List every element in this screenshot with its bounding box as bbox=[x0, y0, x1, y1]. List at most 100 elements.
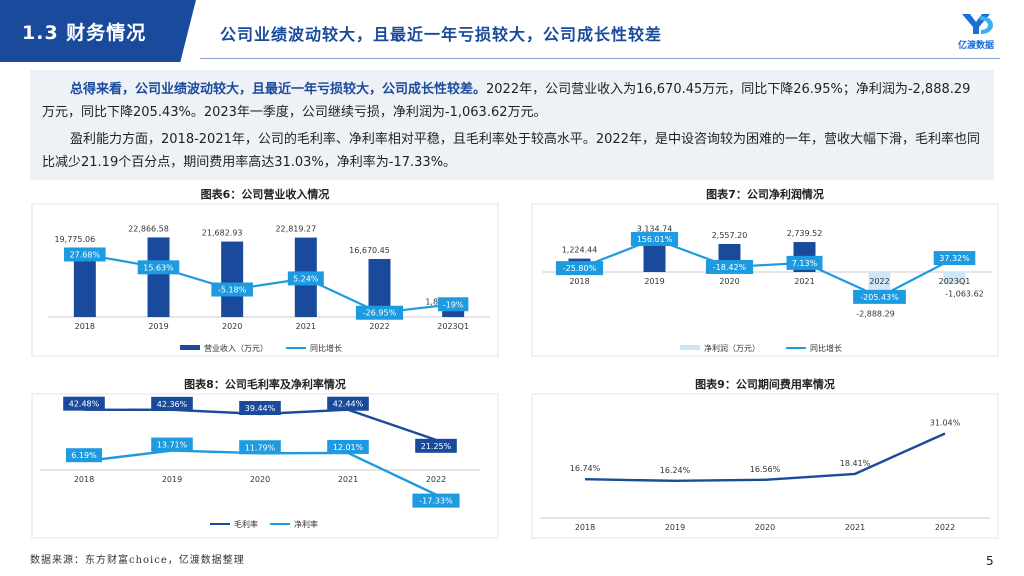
legend-revenue: 营业收入（万元） bbox=[204, 343, 268, 353]
growth-label-bg bbox=[933, 251, 976, 266]
growth-label-bg bbox=[786, 255, 823, 270]
series-label-bg bbox=[151, 437, 193, 452]
growth-label-bg bbox=[853, 289, 906, 304]
bar-label: 2,739.52 bbox=[787, 229, 823, 238]
bar-label: 22,819.27 bbox=[275, 225, 316, 234]
growth-label-bg bbox=[287, 271, 324, 286]
summary-text-1: 2022年，公司营业收入为16,670.45万元，同比下降26.95%；净利润为… bbox=[42, 82, 971, 120]
bar-label: 21,682.93 bbox=[202, 229, 243, 238]
header-divider bbox=[200, 58, 1000, 59]
x-tick-label: 2023Q1 bbox=[939, 277, 971, 286]
series-label: 12.01% bbox=[333, 443, 364, 452]
data-source-note: 数据来源：东方财富choice，亿渡数据整理 bbox=[30, 555, 245, 566]
x-tick-label: 2020 bbox=[755, 523, 775, 532]
bar-label: 2,557.20 bbox=[712, 231, 748, 240]
x-tick-label: 2018 bbox=[75, 322, 95, 331]
growth-label-bg bbox=[630, 232, 679, 247]
summary-highlight: 总得来看，公司业绩波动较大，且最近一年亏损较大，公司成长性较差。 bbox=[70, 82, 487, 97]
series-label: 42.36% bbox=[157, 400, 188, 409]
growth-label: 156.01% bbox=[637, 235, 673, 244]
bar bbox=[643, 237, 666, 272]
margins-chart-svg: 2018 2019 2020 2021 2022 42.48% 42.36% 39.44% 42… bbox=[31, 393, 499, 539]
series-label: 18.41% bbox=[840, 459, 871, 468]
x-tick-label: 2021 bbox=[845, 523, 865, 532]
series-label: 6.19% bbox=[71, 451, 97, 460]
x-tick-label: 2018 bbox=[575, 523, 595, 532]
x-tick-label: 2018 bbox=[569, 277, 589, 286]
page-number: 5 bbox=[986, 554, 994, 568]
x-tick-label: 2019 bbox=[148, 322, 168, 331]
series-label-bg bbox=[239, 440, 281, 455]
growth-label-bg bbox=[437, 297, 469, 312]
chart-net-profit: 图表7：公司净利润情况 1,224.44 2018 3,134.74 2019 2,55… bbox=[530, 186, 1000, 358]
series-label-bg bbox=[151, 396, 193, 411]
x-tick-label: 2019 bbox=[162, 475, 182, 484]
header: 1.3 财务情况 公司业绩波动较大，且最近一年亏损较大，公司成长性较差 亿渡数据 bbox=[0, 0, 1024, 62]
chart-revenue: 图表6：公司营业收入情况 19,775.06 2018 22,866.58 2019 2… bbox=[30, 186, 500, 358]
bar bbox=[943, 272, 966, 284]
series-line bbox=[83, 449, 437, 496]
series-line bbox=[584, 432, 946, 483]
summary-paragraph-1: 总得来看，公司业绩波动较大，且最近一年亏损较大，公司成长性较差。2022年，公司… bbox=[42, 78, 982, 124]
legend-net-margin: 净利率 bbox=[294, 519, 318, 529]
chart-expense-ratio: 图表9：公司期间费用率情况 2018 2019 2020 2021 2022 16.74%… bbox=[530, 376, 1000, 540]
growth-label-bg bbox=[705, 259, 754, 274]
logo: 亿渡数据 bbox=[952, 10, 1000, 54]
x-tick-label: 2020 bbox=[222, 322, 242, 331]
chart-title: 图表8：公司毛利率及净利率情况 bbox=[184, 378, 346, 391]
x-tick-label: 2018 bbox=[74, 475, 94, 484]
series-label: -17.33% bbox=[419, 497, 453, 506]
chart-title: 图表9：公司期间费用率情况 bbox=[695, 378, 835, 391]
section-label: 1.3 财务情况 bbox=[22, 22, 147, 44]
series-label: 42.48% bbox=[69, 400, 100, 409]
logo-text: 亿渡数据 bbox=[957, 41, 994, 51]
series-label-bg bbox=[327, 439, 369, 454]
x-tick-label: 2019 bbox=[665, 523, 685, 532]
growth-label: 15.63% bbox=[143, 263, 174, 272]
logo-icon bbox=[962, 14, 993, 34]
chart-frame bbox=[531, 203, 999, 357]
growth-label-bg bbox=[137, 260, 180, 275]
series-label: 21.25% bbox=[421, 442, 452, 451]
legend-net-profit: 净利润（万元） bbox=[704, 343, 760, 353]
legend-growth: 同比增长 bbox=[810, 343, 842, 353]
bar bbox=[221, 241, 244, 317]
growth-label: -5.18% bbox=[218, 286, 247, 295]
x-tick-label: 2022 bbox=[935, 523, 955, 532]
growth-line bbox=[579, 237, 956, 299]
chart-margins: 图表8：公司毛利率及净利率情况 2018 2019 2020 2021 2022 42.4… bbox=[30, 376, 500, 540]
x-tick-label: 2022 bbox=[869, 277, 889, 286]
series-label-bg bbox=[239, 400, 281, 415]
revenue-chart-svg: 19,775.06 2018 22,866.58 2019 21,682.93 2020 2… bbox=[31, 203, 499, 357]
series-label-bg bbox=[412, 493, 460, 508]
growth-label: -18.42% bbox=[713, 263, 747, 272]
growth-label: -205.43% bbox=[860, 293, 899, 302]
x-tick-label: 2020 bbox=[250, 475, 270, 484]
series-label: 16.56% bbox=[750, 465, 781, 474]
growth-label-bg bbox=[355, 305, 404, 320]
bar bbox=[147, 237, 170, 317]
series-label-bg bbox=[327, 396, 369, 411]
x-tick-label: 2021 bbox=[338, 475, 358, 484]
series-label: 16.74% bbox=[570, 464, 601, 473]
page-title: 公司业绩波动较大，且最近一年亏损较大，公司成长性较差 bbox=[220, 25, 663, 44]
chart-title: 图表7：公司净利润情况 bbox=[706, 188, 824, 201]
bar-label: 19,775.06 bbox=[54, 235, 95, 244]
chart-frame bbox=[31, 203, 499, 357]
growth-label-bg bbox=[64, 247, 106, 262]
series-label: 13.71% bbox=[157, 441, 188, 450]
legend-gross-margin: 毛利率 bbox=[234, 519, 258, 529]
bar-label: -1,063.62 bbox=[945, 290, 984, 299]
series-label: 16.24% bbox=[660, 466, 691, 475]
x-tick-label: 2022 bbox=[369, 322, 389, 331]
legend-revenue-swatch bbox=[180, 345, 200, 350]
x-tick-label: 2023Q1 bbox=[437, 322, 469, 331]
x-tick-label: 2019 bbox=[644, 277, 664, 286]
x-tick-label: 2022 bbox=[426, 475, 446, 484]
series-label: 39.44% bbox=[245, 404, 276, 413]
growth-label-bg bbox=[211, 282, 253, 297]
bar-label: 3,134.74 bbox=[637, 225, 673, 234]
bar-label: 16,670.45 bbox=[349, 246, 390, 255]
growth-label: -26.95% bbox=[363, 309, 397, 318]
bar bbox=[73, 248, 96, 317]
